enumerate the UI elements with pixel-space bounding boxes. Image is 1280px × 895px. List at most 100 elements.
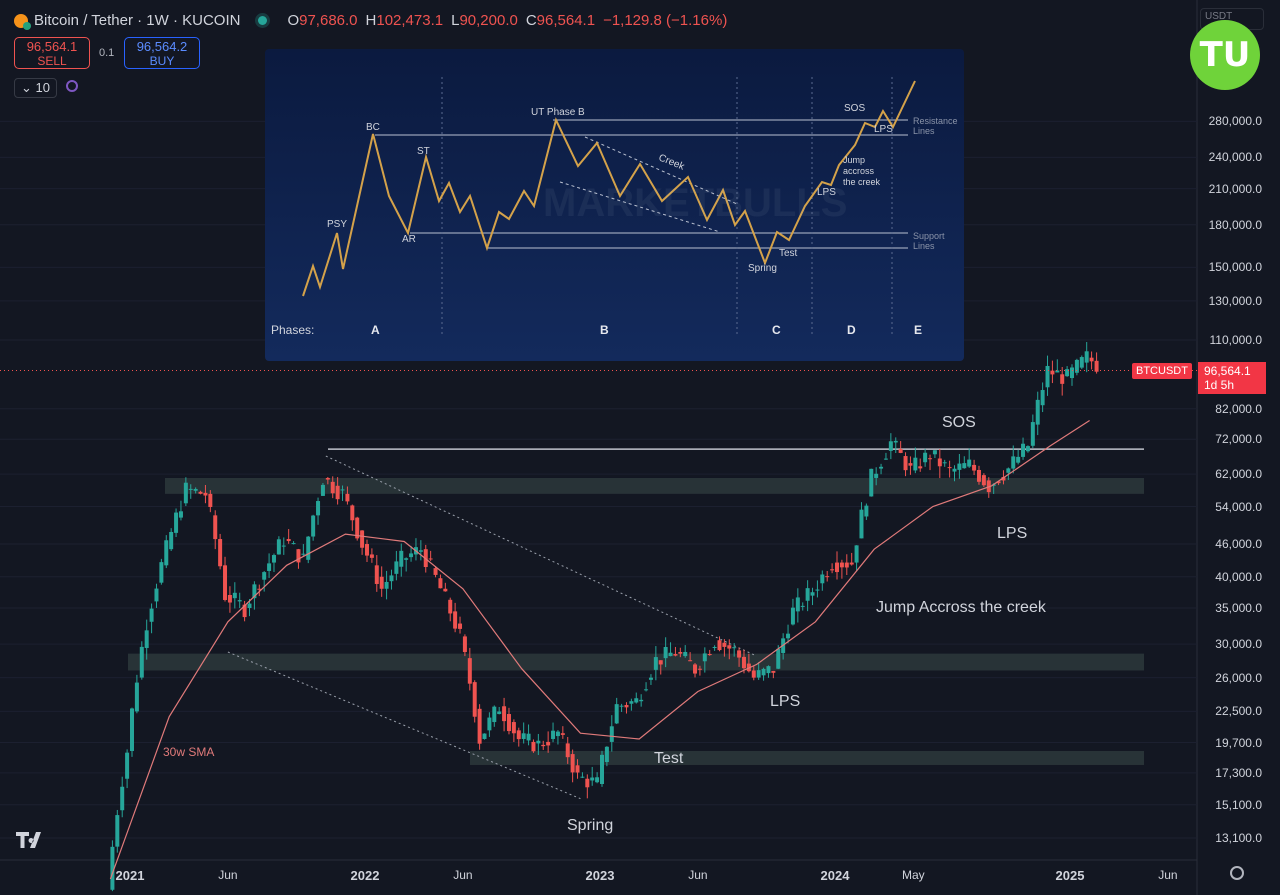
inset-label-jump: Jump accross the creek (843, 155, 881, 187)
inset-label-sos: SOS (844, 103, 866, 114)
candle (918, 458, 923, 472)
candle (810, 587, 815, 606)
time-tick-label: 2024 (820, 868, 850, 883)
candle (492, 705, 497, 727)
candle (1006, 467, 1011, 480)
candle (805, 580, 810, 612)
candle (727, 639, 732, 660)
candle (839, 559, 844, 579)
candle (159, 558, 164, 585)
wyckoff-accumulation-inset: PSY BC ST AR UT Phase B Creek SOS LPS Ju… (265, 49, 964, 361)
candle (555, 730, 560, 745)
price-tick-label: 46,000.0 (1215, 537, 1262, 552)
candle (433, 566, 438, 578)
sma-label: 30w SMA (163, 745, 215, 759)
candle (741, 649, 746, 674)
candle (869, 468, 874, 497)
phases-label: Phases: (271, 323, 315, 337)
candle (409, 545, 414, 562)
candle (340, 485, 345, 501)
sell-button[interactable]: 96,564.1 SELL (14, 37, 90, 69)
annotation-jump-creek: Jump Accross the creek (876, 599, 1046, 616)
candle (115, 809, 120, 853)
candle (702, 647, 707, 673)
change-value: −1,129.8 (−1.16%) (603, 12, 728, 29)
high-label: H (365, 12, 377, 29)
close-label: C (525, 12, 537, 29)
candle (355, 516, 360, 541)
candle (932, 450, 937, 459)
phase-b: B (600, 323, 609, 337)
candle (590, 766, 595, 786)
candle (717, 636, 722, 652)
candle (257, 584, 262, 597)
candle (467, 647, 472, 691)
candle (502, 697, 507, 732)
candle (683, 645, 688, 658)
candle (898, 441, 903, 454)
inset-label-st: ST (417, 146, 430, 157)
candle (854, 545, 859, 572)
candle (1060, 366, 1065, 396)
candle (786, 624, 791, 644)
candle (316, 497, 321, 525)
candle (551, 722, 556, 743)
price-tick-label: 82,000.0 (1215, 401, 1262, 416)
price-tick-label: 130,000.0 (1208, 293, 1262, 308)
candle (271, 553, 276, 573)
settings-icon[interactable] (1230, 866, 1244, 880)
candle (663, 637, 668, 668)
candle (1079, 355, 1084, 370)
price-tick-label: 22,500.0 (1215, 704, 1262, 719)
candle (634, 692, 639, 704)
price-tick-label: 180,000.0 (1208, 217, 1262, 232)
time-tick-label: 2023 (585, 868, 615, 883)
candle (619, 703, 624, 712)
tradingview-logo-icon (16, 832, 41, 848)
candle (330, 476, 335, 499)
candle (139, 641, 144, 680)
candle (193, 487, 198, 494)
candle (707, 649, 712, 656)
creek-trendline (325, 455, 757, 657)
candle (1040, 382, 1045, 413)
price-tick-label: 17,300.0 (1215, 765, 1262, 780)
candle (972, 459, 977, 476)
candle (134, 674, 139, 714)
candle (1050, 360, 1055, 384)
candle (693, 663, 698, 678)
price-tick-label: 210,000.0 (1208, 181, 1262, 196)
price-tick-label: 240,000.0 (1208, 150, 1262, 165)
candle (825, 570, 830, 582)
candle (947, 460, 952, 478)
phase-a: A (371, 323, 380, 337)
bitcoin-icon (14, 13, 31, 30)
candle (565, 736, 570, 764)
volume-indicator-toggle[interactable]: ⌄ 10 (14, 78, 57, 98)
price-tick-label: 26,000.0 (1215, 670, 1262, 685)
candle (913, 447, 918, 474)
price-tick-label: 15,100.0 (1215, 797, 1262, 812)
candle (957, 454, 962, 479)
candle (1021, 437, 1026, 460)
candle (438, 574, 443, 589)
candle (937, 448, 942, 479)
refresh-icon[interactable] (66, 80, 78, 92)
inset-label-lps-low: LPS (817, 187, 836, 198)
candle (169, 528, 174, 551)
buy-button[interactable]: 96,564.2 BUY (124, 37, 200, 69)
candle (952, 465, 957, 482)
candle (511, 719, 516, 743)
channel-lower-trendline (227, 651, 581, 800)
candle (967, 448, 972, 468)
symbol-title[interactable]: Bitcoin / Tether · 1W · KUCOIN (34, 12, 241, 29)
candle (629, 698, 634, 711)
candle (183, 477, 188, 507)
candle (874, 467, 879, 486)
candle (399, 543, 404, 577)
candle (908, 456, 913, 475)
candle (281, 537, 286, 555)
inset-watermark: MARKETBULLS (543, 181, 848, 225)
candle (335, 477, 340, 505)
phase-c: C (772, 323, 781, 337)
